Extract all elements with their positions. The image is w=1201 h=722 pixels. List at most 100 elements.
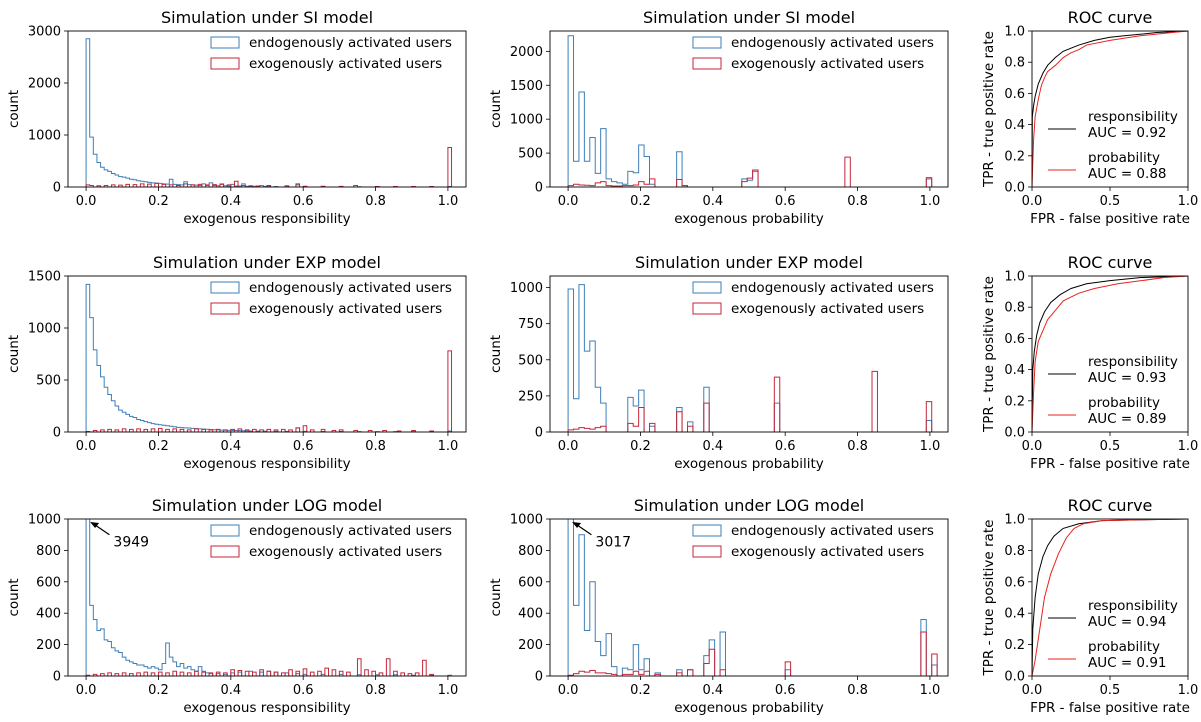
histogram-step xyxy=(567,370,933,432)
legend-swatch xyxy=(210,36,240,49)
histogram-bar xyxy=(249,671,253,676)
x-tick-label: 0.8 xyxy=(365,683,386,698)
histogram-bar xyxy=(133,417,137,432)
histogram-step xyxy=(85,658,434,676)
histogram-bar xyxy=(720,670,725,676)
x-tick-label: 0.0 xyxy=(76,683,97,698)
series-endogenous xyxy=(567,35,933,187)
axes-frame xyxy=(67,275,467,433)
histogram-bar xyxy=(590,671,595,676)
legend-swatch xyxy=(692,281,722,294)
x-tick-label: 0.0 xyxy=(1022,439,1043,454)
y-tick-label: 0 xyxy=(53,426,61,441)
y-tick-label: 200 xyxy=(36,638,61,653)
histogram-bar xyxy=(372,671,376,676)
histogram-bar xyxy=(158,183,162,187)
y-tick-label: 0.0 xyxy=(1004,670,1025,685)
legend: endogenously activated users exogenously … xyxy=(692,35,934,72)
histogram-bar xyxy=(173,662,177,676)
x-tick-label: 0.6 xyxy=(293,439,314,454)
x-tick-label: 0.4 xyxy=(702,439,723,454)
x-axis-label: exogenous responsibility xyxy=(183,456,350,472)
annotation-arrowhead xyxy=(572,522,582,528)
histogram-bar xyxy=(926,179,931,187)
legend-entry: responsibility xyxy=(1088,598,1178,614)
histogram-bar xyxy=(86,284,90,432)
histogram-bar xyxy=(872,371,877,432)
histogram-step xyxy=(85,350,453,432)
chart-title: Simulation under LOG model xyxy=(634,496,865,515)
histogram-step xyxy=(85,146,453,187)
histogram-bar xyxy=(595,387,600,432)
x-tick-label: 0.4 xyxy=(220,683,241,698)
x-tick-label: 1.0 xyxy=(920,194,941,209)
histogram-bar xyxy=(628,171,633,187)
histogram-bar xyxy=(677,180,682,187)
subplot-2: Simulation under SI model exogenous proba… xyxy=(488,8,949,227)
y-axis-label: TPR - true positive rate xyxy=(981,520,997,677)
legend-entry: probability xyxy=(1088,639,1160,655)
y-tick-label: 600 xyxy=(36,575,61,590)
x-tick-label: 0.8 xyxy=(365,194,386,209)
histogram-bar xyxy=(104,387,108,432)
y-tick-label: 0 xyxy=(535,426,543,441)
x-tick-label: 0.2 xyxy=(630,683,651,698)
histogram-bar xyxy=(785,670,790,676)
histogram-bar xyxy=(137,420,141,432)
histogram-bar xyxy=(133,663,137,676)
x-tick-label: 0.6 xyxy=(775,683,796,698)
x-tick-label: 0.5 xyxy=(1100,194,1121,209)
y-tick-label: 0.6 xyxy=(1004,332,1025,347)
x-tick-label: 1.0 xyxy=(1178,439,1199,454)
histogram-bar xyxy=(677,407,682,432)
histogram-bar xyxy=(310,672,314,676)
y-tick-label: 500 xyxy=(36,374,61,389)
x-tick-label: 1.0 xyxy=(920,439,941,454)
histogram-bar xyxy=(119,410,123,432)
chart-title: Simulation under EXP model xyxy=(153,253,381,272)
histogram-bar xyxy=(119,652,123,676)
x-axis-label: exogenous probability xyxy=(674,700,824,716)
y-tick-label: 0.6 xyxy=(1004,87,1025,102)
legend-entry: endogenously activated users xyxy=(731,35,934,51)
y-tick-label: 400 xyxy=(36,607,61,622)
histogram-bar xyxy=(633,671,638,676)
histogram-bar xyxy=(137,181,141,187)
legend-swatch xyxy=(210,302,240,315)
histogram-bar xyxy=(584,630,589,676)
histogram-bar xyxy=(126,414,130,432)
y-tick-label: 1000 xyxy=(510,113,543,128)
histogram-bar xyxy=(568,289,573,432)
histogram-bar xyxy=(158,672,162,676)
histogram-bar xyxy=(101,167,105,187)
histogram-bar xyxy=(687,426,692,432)
histogram-bar xyxy=(601,129,606,187)
x-tick-label: 0.2 xyxy=(148,194,169,209)
x-tick-label: 0.4 xyxy=(702,194,723,209)
histogram-bar xyxy=(628,670,633,676)
histogram-bar xyxy=(144,672,148,676)
histogram-bar xyxy=(93,619,97,676)
histogram-bar xyxy=(579,92,584,187)
x-tick-label: 0.6 xyxy=(293,194,314,209)
histogram-bar xyxy=(687,670,692,676)
histogram-bar xyxy=(173,671,177,676)
legend-entry: endogenously activated users xyxy=(731,523,934,539)
y-axis-label: TPR - true positive rate xyxy=(981,31,997,188)
legend-entry: exogenously activated users xyxy=(731,301,924,317)
chart-title: Simulation under EXP model xyxy=(635,253,863,272)
histogram-bar xyxy=(198,667,202,676)
subplot-4: Simulation under EXP model exogenous resp… xyxy=(6,253,467,472)
annotation-arrow-line xyxy=(576,524,592,536)
histogram-bar xyxy=(785,662,790,676)
histogram-bar xyxy=(753,171,758,187)
x-axis-label: FPR - false positive rate xyxy=(1030,211,1190,227)
histogram-bar xyxy=(155,183,159,187)
histogram-bar xyxy=(753,170,758,187)
histogram-bar xyxy=(144,182,148,187)
histogram-bar xyxy=(101,377,105,432)
histogram-bar xyxy=(169,179,173,187)
histogram-bar xyxy=(148,182,152,187)
series-exogenous xyxy=(85,350,453,432)
legend-swatch xyxy=(210,545,240,558)
